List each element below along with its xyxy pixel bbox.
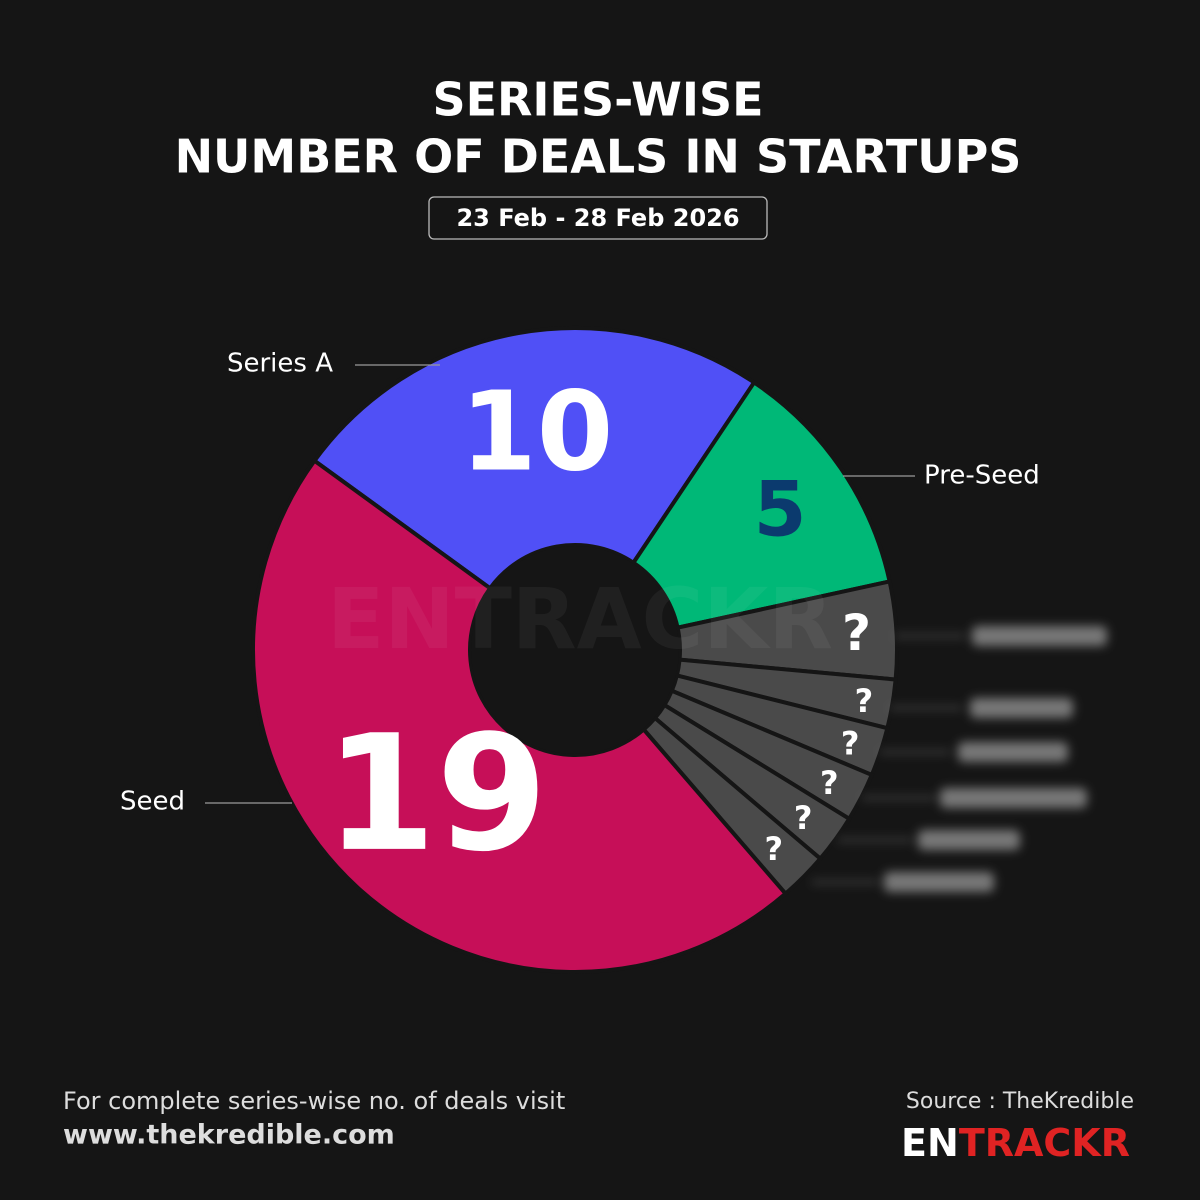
value-label: ?	[820, 764, 839, 802]
category-label: Series A	[227, 349, 333, 379]
value-label: ?	[841, 725, 860, 763]
footer-note: For complete series-wise no. of deals vi…	[63, 1087, 565, 1115]
chart-title: SERIES-WISE	[432, 73, 763, 127]
subtitle-box	[428, 196, 768, 240]
source: Source : TheKredible	[906, 1089, 1134, 1114]
value-label: 19	[325, 700, 548, 887]
slice	[630, 379, 892, 631]
watermark: ENTRACKR	[327, 570, 833, 668]
chart-subtitle: 23 Feb - 28 Feb 2026	[456, 204, 739, 232]
logo-part: TRACKR	[959, 1121, 1130, 1165]
category-label: Pre-Seed	[924, 461, 1040, 491]
slice	[251, 457, 789, 974]
value-label: 10	[460, 368, 613, 496]
donut: 10 5?????? 19	[251, 326, 899, 974]
logo: ENTRACKR	[901, 1121, 1130, 1165]
slice	[311, 326, 757, 592]
category-label: Seed	[120, 787, 185, 817]
logo-part: EN	[901, 1121, 959, 1165]
footer-url: www.thekredible.com	[63, 1120, 395, 1151]
value-label: 5	[754, 464, 807, 553]
donut-hole	[471, 546, 679, 754]
value-label: ?	[794, 799, 813, 837]
blurred-labels	[812, 626, 1107, 892]
chart-title: NUMBER OF DEALS IN STARTUPS	[175, 130, 1022, 184]
value-label: ?	[855, 682, 874, 720]
value-label: ?	[764, 830, 783, 868]
value-label: ?	[842, 604, 871, 662]
